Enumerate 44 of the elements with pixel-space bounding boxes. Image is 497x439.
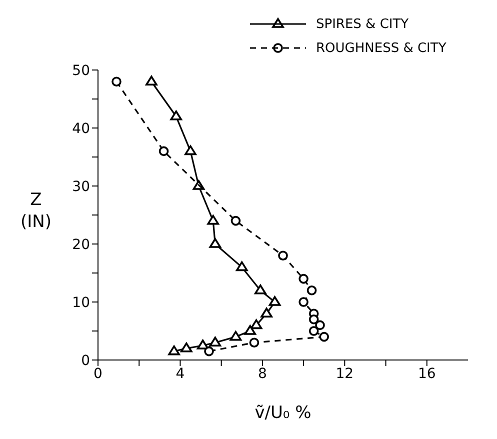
point xyxy=(204,346,214,356)
point xyxy=(298,274,308,284)
point xyxy=(308,314,319,324)
point xyxy=(236,261,248,272)
point xyxy=(209,336,222,346)
point xyxy=(249,338,260,348)
point xyxy=(112,76,122,86)
point xyxy=(244,325,256,335)
point xyxy=(254,284,266,294)
x-axis-title: ṽ/U₀ % xyxy=(254,403,312,423)
point xyxy=(268,296,281,306)
y-tick-label: 30 xyxy=(72,178,90,195)
point xyxy=(170,110,182,120)
point xyxy=(146,76,158,86)
x-tick-label: 4 xyxy=(176,366,185,382)
y-tick-label: 10 xyxy=(72,294,90,311)
point xyxy=(298,297,308,307)
y-tick-label: 0 xyxy=(81,352,90,369)
point xyxy=(278,250,288,260)
point xyxy=(230,216,241,226)
y-tick-label: 20 xyxy=(72,236,90,253)
point xyxy=(207,214,220,225)
point xyxy=(308,326,319,336)
x-tick-label: 0 xyxy=(94,366,102,382)
point xyxy=(230,330,242,341)
y-tick-label: 50 xyxy=(72,62,90,79)
legend-label: ROUGHNESS & CITY xyxy=(316,40,446,56)
y-tick-label: 40 xyxy=(72,120,90,137)
legend-label: SPIRES & CITY xyxy=(316,16,409,32)
point xyxy=(306,286,317,296)
point xyxy=(196,340,209,350)
point xyxy=(260,308,272,318)
point xyxy=(168,345,180,356)
point xyxy=(319,332,330,342)
x-tick-label: 12 xyxy=(336,366,354,382)
point xyxy=(250,319,262,330)
point xyxy=(158,146,169,156)
point xyxy=(315,320,325,330)
x-tick-label: 8 xyxy=(258,366,267,382)
y-axis-title: Z (IN) xyxy=(20,190,52,232)
point xyxy=(180,342,192,352)
point xyxy=(184,145,196,156)
x-tick-label: 16 xyxy=(418,366,436,382)
point xyxy=(209,238,222,248)
